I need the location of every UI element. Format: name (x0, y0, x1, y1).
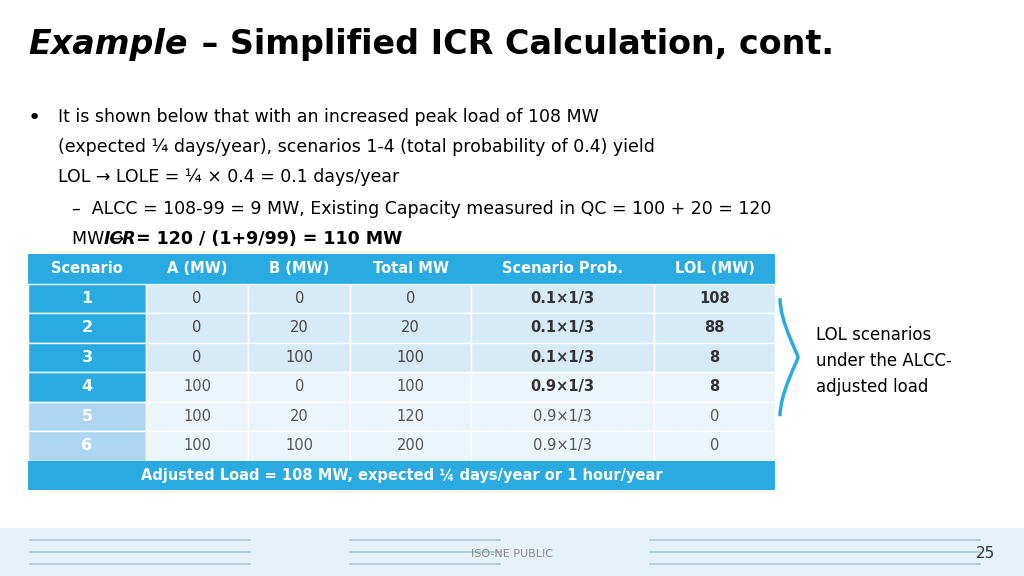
Bar (350, 431, 471, 460)
Text: LOL scenarios: LOL scenarios (816, 326, 931, 344)
Text: 88: 88 (705, 320, 725, 335)
Bar (146, 431, 248, 460)
Text: 100: 100 (396, 379, 425, 394)
Text: 1: 1 (82, 291, 92, 306)
Text: 200: 200 (396, 438, 425, 453)
Text: 0: 0 (193, 320, 202, 335)
Text: 20: 20 (290, 320, 308, 335)
Text: 100: 100 (183, 379, 211, 394)
Text: 0: 0 (710, 409, 720, 424)
Text: Adjusted Load = 108 MW, expected ¼ days/year or 1 hour/year: Adjusted Load = 108 MW, expected ¼ days/… (140, 468, 663, 483)
Bar (28, 283, 146, 313)
Text: 0.9×1/3: 0.9×1/3 (534, 409, 592, 424)
Text: under the ALCC-: under the ALCC- (816, 353, 952, 370)
Text: Scenario: Scenario (51, 262, 123, 276)
Text: 3: 3 (82, 350, 92, 365)
Text: Scenario Prob.: Scenario Prob. (502, 262, 624, 276)
Text: 100: 100 (286, 438, 313, 453)
Text: 25: 25 (976, 547, 995, 562)
Bar (146, 313, 248, 343)
Text: 8: 8 (710, 379, 720, 394)
Bar (0, 528, 1024, 576)
Text: 20: 20 (290, 409, 308, 424)
Text: 0.1×1/3: 0.1×1/3 (530, 350, 595, 365)
Bar (28, 313, 146, 343)
Text: Example: Example (28, 28, 187, 61)
Text: 8: 8 (710, 350, 720, 365)
Text: A (MW): A (MW) (167, 262, 227, 276)
Bar (248, 313, 350, 343)
Text: 4: 4 (82, 379, 92, 394)
Text: 5: 5 (82, 409, 92, 424)
Bar (248, 401, 350, 431)
Text: 0.9×1/3: 0.9×1/3 (534, 438, 592, 453)
Text: 100: 100 (183, 409, 211, 424)
Text: LOL (MW): LOL (MW) (675, 262, 755, 276)
Bar (654, 401, 775, 431)
Text: 0: 0 (406, 291, 416, 306)
Text: 100: 100 (286, 350, 313, 365)
Bar (28, 431, 146, 460)
Bar (248, 372, 350, 401)
Text: 20: 20 (401, 320, 420, 335)
Text: 100: 100 (183, 438, 211, 453)
Bar (471, 343, 654, 372)
Bar (471, 401, 654, 431)
Bar (146, 343, 248, 372)
Bar (654, 431, 775, 460)
Bar (654, 372, 775, 401)
Bar (248, 431, 350, 460)
Text: 6: 6 (82, 438, 92, 453)
Text: 120: 120 (396, 409, 425, 424)
Text: 100: 100 (396, 350, 425, 365)
Text: 0.1×1/3: 0.1×1/3 (530, 320, 595, 335)
Text: LOL → LOLE = ¼ × 0.4 = 0.1 days/year: LOL → LOLE = ¼ × 0.4 = 0.1 days/year (58, 168, 399, 186)
Bar (350, 313, 471, 343)
Text: 2: 2 (82, 320, 92, 335)
Text: 108: 108 (699, 291, 730, 306)
Text: ISO-NE PUBLIC: ISO-NE PUBLIC (471, 549, 553, 559)
Text: 0: 0 (295, 291, 304, 306)
Bar (28, 343, 146, 372)
Bar (28, 372, 146, 401)
Text: 0: 0 (295, 379, 304, 394)
Text: It is shown below that with an increased peak load of 108 MW: It is shown below that with an increased… (58, 108, 599, 126)
Bar (350, 283, 471, 313)
Bar (146, 401, 248, 431)
Bar (350, 401, 471, 431)
Text: adjusted load: adjusted load (816, 378, 929, 396)
Bar (146, 283, 248, 313)
Text: – Simplified ICR Calculation, cont.: – Simplified ICR Calculation, cont. (190, 28, 834, 61)
Text: 0.1×1/3: 0.1×1/3 (530, 291, 595, 306)
Bar (471, 283, 654, 313)
Text: •: • (28, 108, 41, 128)
Text: MW →: MW → (72, 230, 130, 248)
Bar (248, 343, 350, 372)
Bar (471, 431, 654, 460)
Bar (654, 343, 775, 372)
Text: 0: 0 (193, 291, 202, 306)
Text: 0: 0 (710, 438, 720, 453)
Bar (28, 460, 775, 490)
Bar (248, 283, 350, 313)
Bar (350, 343, 471, 372)
Bar (146, 372, 248, 401)
Text: 0: 0 (193, 350, 202, 365)
Bar (471, 313, 654, 343)
Text: 0.9×1/3: 0.9×1/3 (530, 379, 595, 394)
Bar (654, 313, 775, 343)
Text: Total MW: Total MW (373, 262, 449, 276)
Bar (350, 372, 471, 401)
Text: –  ALCC = 108-99 = 9 MW, Existing Capacity measured in QC = 100 + 20 = 120: – ALCC = 108-99 = 9 MW, Existing Capacit… (72, 200, 771, 218)
Bar (28, 254, 775, 283)
Bar (28, 401, 146, 431)
Text: (expected ¼ days/year), scenarios 1-4 (total probability of 0.4) yield: (expected ¼ days/year), scenarios 1-4 (t… (58, 138, 655, 156)
Bar (471, 372, 654, 401)
Bar (654, 283, 775, 313)
Text: = 120 / (1+9/99) = 110 MW: = 120 / (1+9/99) = 110 MW (130, 230, 402, 248)
Text: B (MW): B (MW) (269, 262, 330, 276)
Text: ICR: ICR (104, 230, 136, 248)
